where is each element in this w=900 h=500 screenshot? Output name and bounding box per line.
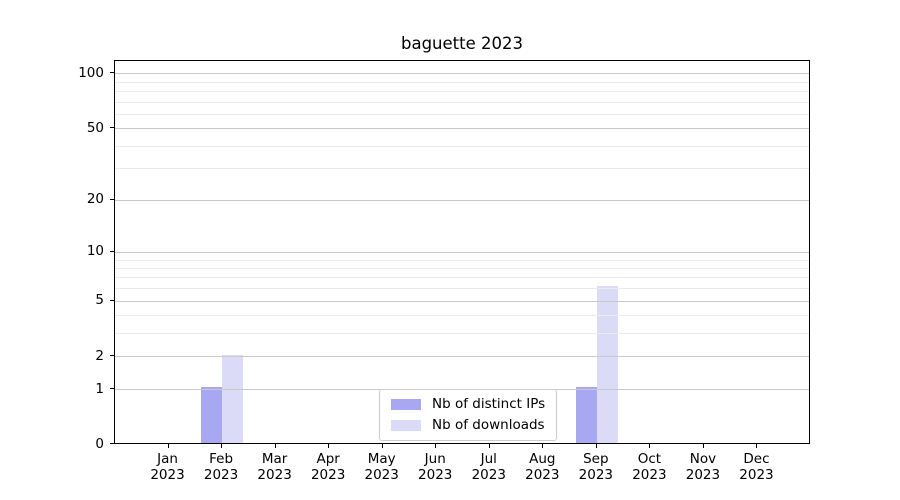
x-tick-month: Apr [316, 451, 340, 467]
y-tick-label: 1 [95, 380, 104, 397]
x-tick-label: Jun 2023 [405, 451, 465, 483]
x-tick-label: Feb 2023 [191, 451, 251, 483]
x-tick-year: 2023 [525, 467, 560, 483]
x-tick-year: 2023 [685, 467, 721, 483]
y-tick-label: 100 [78, 64, 104, 81]
x-tick-label: Jul 2023 [459, 451, 519, 483]
y-tick-mark [110, 388, 114, 390]
x-tick-label: Dec 2023 [726, 451, 786, 483]
x-tick-year: 2023 [203, 467, 239, 483]
x-tick-month: Jan [157, 451, 178, 467]
x-tick-month: Jun [424, 451, 446, 467]
y-tick-label: 5 [95, 292, 104, 309]
x-tick-mark [221, 444, 223, 448]
x-tick-label: May 2023 [352, 451, 412, 483]
bar-distinct-ips [201, 387, 223, 443]
x-tick-mark [595, 444, 597, 448]
x-tick-mark [167, 444, 169, 448]
gridline-minor [115, 288, 809, 290]
gridline-minor [115, 259, 809, 261]
gridline-major [115, 199, 809, 201]
bar-distinct-ips [575, 387, 597, 443]
y-tick-mark [110, 250, 114, 252]
x-tick-label: Oct 2023 [619, 451, 679, 483]
x-tick-month: Aug [529, 451, 556, 467]
gridline-major [115, 251, 809, 253]
gridline-minor [115, 113, 809, 115]
x-tick-year: 2023 [632, 467, 667, 483]
x-tick-year: 2023 [418, 467, 453, 483]
legend-swatch-distinct-ips [391, 399, 421, 410]
bar-downloads [596, 286, 618, 443]
x-tick-month: Jul [480, 451, 497, 467]
legend: Nb of distinct IPs Nb of downloads [379, 389, 558, 441]
x-tick-month: May [367, 451, 396, 467]
bar-downloads [222, 354, 244, 443]
x-tick-mark [274, 444, 276, 448]
x-tick-month: Sep [583, 451, 609, 467]
gridline-minor [115, 267, 809, 269]
x-tick-mark [756, 444, 758, 448]
x-tick-year: 2023 [310, 467, 346, 483]
x-tick-month: Dec [743, 451, 770, 467]
y-tick-mark [110, 127, 114, 129]
gridline-minor [115, 333, 809, 335]
x-tick-mark [328, 444, 330, 448]
x-tick-label: Mar 2023 [245, 451, 305, 483]
x-tick-mark [649, 444, 651, 448]
x-tick-month: Nov [689, 451, 717, 467]
gridline-minor [115, 168, 809, 170]
legend-swatch-downloads [391, 420, 421, 431]
gridline-minor [115, 90, 809, 92]
x-tick-year: 2023 [257, 467, 292, 483]
x-tick-label: Apr 2023 [298, 451, 358, 483]
gridline-major [115, 356, 809, 358]
x-tick-year: 2023 [578, 467, 614, 483]
x-tick-label: Nov 2023 [673, 451, 733, 483]
x-tick-year: 2023 [364, 467, 399, 483]
gridline-major [115, 128, 809, 130]
legend-label-downloads: Nb of downloads [432, 417, 545, 433]
y-tick-label: 20 [86, 191, 104, 208]
x-tick-mark [381, 444, 383, 448]
legend-entry-distinct-ips: Nb of distinct IPs [391, 397, 545, 412]
gridline-minor [115, 81, 809, 83]
gridline-minor [115, 101, 809, 103]
x-tick-mark [435, 444, 437, 448]
y-tick-mark [110, 72, 114, 74]
y-tick-label: 0 [95, 435, 104, 452]
x-tick-mark [542, 444, 544, 448]
y-tick-mark [110, 198, 114, 200]
gridline-major [115, 73, 809, 75]
gridline-minor [115, 145, 809, 147]
y-tick-label: 10 [86, 243, 104, 260]
gridline-major [115, 300, 809, 302]
x-tick-mark [488, 444, 490, 448]
x-tick-month: Feb [209, 451, 234, 467]
x-tick-label: Aug 2023 [512, 451, 572, 483]
x-tick-mark [702, 444, 704, 448]
y-tick-label: 50 [86, 119, 104, 136]
y-tick-mark [110, 355, 114, 357]
x-tick-month: Oct [637, 451, 662, 467]
plot-area: Nb of distinct IPs Nb of downloads [114, 60, 810, 444]
legend-label-distinct-ips: Nb of distinct IPs [432, 396, 546, 412]
x-tick-year: 2023 [471, 467, 506, 483]
y-tick-mark [110, 443, 114, 444]
chart-title: baguette 2023 [401, 34, 523, 53]
y-tick-label: 2 [95, 347, 104, 364]
y-tick-mark [110, 299, 114, 301]
x-tick-month: Mar [261, 451, 288, 467]
x-tick-label: Jan 2023 [138, 451, 198, 483]
x-tick-year: 2023 [150, 467, 185, 483]
gridline-minor [115, 315, 809, 317]
gridline-minor [115, 277, 809, 279]
legend-entry-downloads: Nb of downloads [391, 418, 545, 433]
x-tick-label: Sep 2023 [566, 451, 626, 483]
x-tick-year: 2023 [739, 467, 774, 483]
